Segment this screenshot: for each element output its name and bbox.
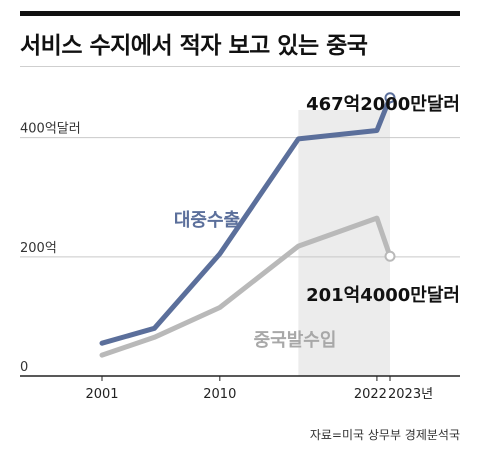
series-label-export: 대중수출 bbox=[174, 210, 240, 231]
series-label-import: 중국발수입 bbox=[254, 329, 337, 351]
y-tick-label: 0 bbox=[20, 360, 28, 375]
title-divider bbox=[20, 66, 460, 67]
series-line-import bbox=[99, 215, 393, 358]
chart-title: 서비스 수지에서 적자 보고 있는 중국 bbox=[20, 33, 368, 59]
annotation-export-end: 467억2000만달러 bbox=[306, 94, 460, 115]
top-rule bbox=[20, 11, 460, 16]
endpoint-marker-export bbox=[384, 92, 396, 104]
annotation-import-end: 201억4000만달러 bbox=[306, 285, 460, 306]
series-line-export bbox=[99, 95, 393, 346]
x-tick-label: 2010 bbox=[203, 387, 236, 402]
x-tick-label: 2001 bbox=[85, 387, 118, 402]
endpoint-marker-import bbox=[384, 250, 396, 262]
x-tick-label: 2023년 bbox=[388, 387, 433, 402]
y-tick-label: 400억달러 bbox=[20, 122, 81, 137]
x-tick-label: 2022 bbox=[354, 387, 387, 402]
y-tick-label: 200억 bbox=[20, 241, 57, 256]
source-note: 자료=미국 상무부 경제분석국 bbox=[309, 428, 460, 442]
